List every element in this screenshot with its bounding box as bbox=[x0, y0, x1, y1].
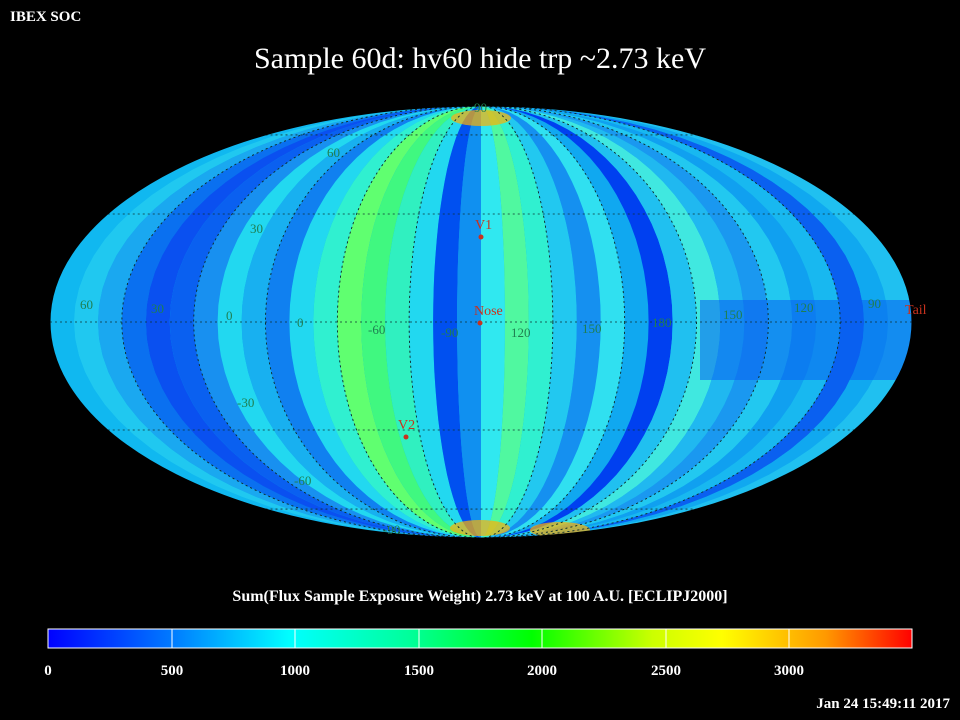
marker-v2: V2 bbox=[398, 418, 415, 440]
lon-label-60: 60 bbox=[80, 297, 93, 312]
marker-tail: Tail bbox=[905, 303, 927, 318]
colorbar-tick-1500: 1500 bbox=[404, 663, 434, 679]
colorbar-title: Sum(Flux Sample Exposure Weight) 2.73 ke… bbox=[232, 588, 728, 605]
flux-strip bbox=[313, 106, 481, 538]
svg-text:V2: V2 bbox=[398, 418, 415, 433]
lat-label-neg30: -30 bbox=[237, 395, 254, 410]
flux-strip bbox=[409, 106, 481, 538]
svg-text:V1: V1 bbox=[475, 218, 492, 233]
marker-v1: V1 bbox=[475, 218, 492, 240]
lon-label-150a: 150 bbox=[582, 321, 602, 336]
lon-label-0: 0 bbox=[297, 315, 304, 330]
grid-meridian bbox=[121, 106, 841, 538]
flux-strip bbox=[433, 106, 481, 538]
svg-text:Tail: Tail bbox=[905, 303, 927, 318]
flux-strip bbox=[481, 106, 649, 538]
lon-label-180: 180 bbox=[652, 315, 672, 330]
lon-label-120b: 120 bbox=[794, 300, 814, 315]
lat-label-neg90: -90 bbox=[383, 522, 400, 537]
lat-label-neg60: -60 bbox=[294, 473, 311, 488]
flux-strip bbox=[481, 106, 601, 538]
grid-meridian bbox=[336, 106, 626, 538]
colorbar-tick-500: 500 bbox=[161, 663, 184, 679]
lon-label-neg30: -60 bbox=[368, 322, 385, 337]
flux-hotspot bbox=[451, 110, 511, 126]
lon-label-30: 30 bbox=[151, 301, 164, 316]
lon-label-90: 90 bbox=[868, 296, 881, 311]
colorbar-tick-0: 0 bbox=[44, 663, 52, 679]
colorbar-tick-1000: 1000 bbox=[280, 663, 310, 679]
lat-label-90: 90 bbox=[474, 100, 487, 115]
lon-label-150b: 150 bbox=[723, 307, 743, 322]
grid-meridian bbox=[193, 106, 769, 538]
colorbar-tick-2500: 2500 bbox=[651, 663, 681, 679]
org-label: IBEX SOC bbox=[10, 9, 82, 25]
flux-strip bbox=[481, 106, 529, 538]
colorbar-tick-3000: 3000 bbox=[774, 663, 804, 679]
map-title: Sample 60d: hv60 hide trp ~2.73 keV bbox=[253, 42, 706, 75]
timestamp: Jan 24 15:49:11 2017 bbox=[816, 696, 950, 712]
lat-label-60: 60 bbox=[327, 145, 340, 160]
lon-label-neg60: -90 bbox=[441, 325, 458, 340]
grid-meridian bbox=[408, 106, 554, 538]
lon-label-120a: 120 bbox=[511, 325, 531, 340]
marker-nose: Nose bbox=[474, 304, 503, 326]
lat-label-30: 30 bbox=[250, 221, 263, 236]
colorbar-tick-2000: 2000 bbox=[527, 663, 557, 679]
flux-hotspot bbox=[450, 520, 510, 536]
colorbar: 0 500 1000 1500 2000 2500 3000 bbox=[44, 628, 913, 679]
flux-patch bbox=[700, 300, 912, 380]
svg-text:Nose: Nose bbox=[474, 304, 503, 319]
lat-label-0: 0 bbox=[226, 308, 233, 323]
flux-strip bbox=[481, 106, 553, 538]
flux-strip bbox=[361, 106, 481, 538]
grid-meridian bbox=[265, 106, 697, 538]
